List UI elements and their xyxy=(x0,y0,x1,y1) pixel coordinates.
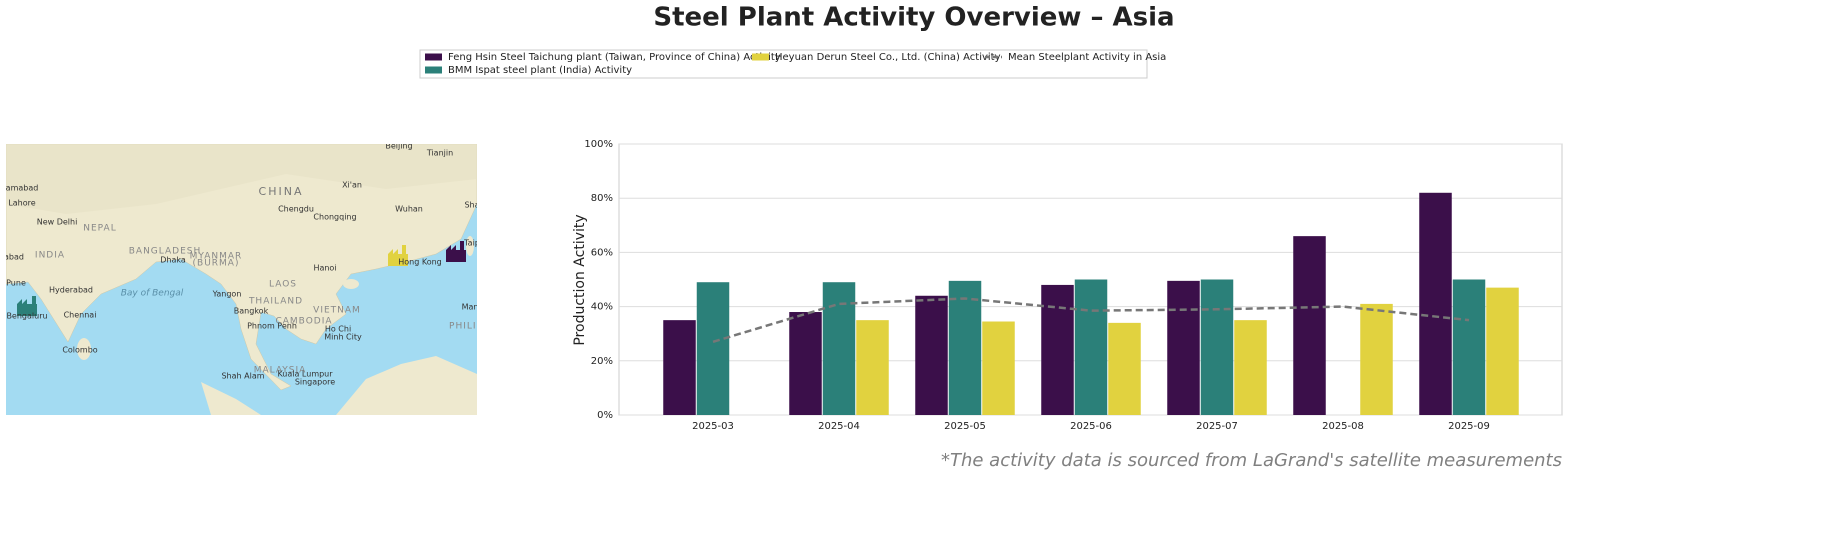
map-label: Bangkok xyxy=(234,307,269,316)
plant-icon xyxy=(446,241,466,262)
map-label: Minh City xyxy=(324,333,362,342)
y-tick-label: 80% xyxy=(591,193,613,204)
bar xyxy=(1360,303,1393,415)
map-label: Ho Chi xyxy=(325,325,351,334)
x-tick-label: 2025-03 xyxy=(692,421,734,432)
map-label: Xi'an xyxy=(342,181,362,190)
map-label: LAOS xyxy=(269,280,297,290)
legend-label: BMM Ispat steel plant (India) Activity xyxy=(448,65,632,76)
bar xyxy=(789,312,822,415)
map-label: Chengdu xyxy=(278,205,314,214)
map-label: Tianjin xyxy=(426,149,453,158)
x-tick-label: 2025-06 xyxy=(1070,421,1112,432)
plant-icon xyxy=(17,296,37,316)
map: Beijing Tianjin CHINA Xi'an ChengduChongqing… xyxy=(4,142,483,415)
bar xyxy=(1108,322,1141,415)
bar xyxy=(856,320,889,415)
map-label: Singapore xyxy=(295,378,335,387)
bar xyxy=(1486,287,1519,415)
x-tick-label: 2025-07 xyxy=(1196,421,1238,432)
map-label: Taip xyxy=(463,239,480,248)
map-label: Sha xyxy=(464,201,479,210)
y-tick-label: 20% xyxy=(591,356,613,367)
chart-title: Steel Plant Activity Overview – Asia xyxy=(653,3,1174,33)
legend-label: Feng Hsin Steel Taichung plant (Taiwan, … xyxy=(448,52,781,63)
x-tick-label: 2025-05 xyxy=(944,421,986,432)
bar xyxy=(1041,284,1074,415)
map-label: Colombo xyxy=(62,346,97,355)
footnote: *The activity data is sourced from LaGra… xyxy=(941,450,1562,471)
bar xyxy=(982,321,1015,415)
legend-label: Heyuan Derun Steel Co., Ltd. (China) Act… xyxy=(775,52,1001,63)
map-label: BANGLADESH xyxy=(129,247,202,257)
bar xyxy=(663,320,696,415)
x-tick-label: 2025-09 xyxy=(1448,421,1490,432)
bar xyxy=(1452,279,1486,415)
bar xyxy=(915,295,948,415)
legend-swatch xyxy=(752,53,769,61)
legend-box xyxy=(419,49,1148,79)
bar xyxy=(1234,320,1267,415)
map-label: abad xyxy=(4,253,24,262)
map-label: Hong Kong xyxy=(398,258,442,267)
map-label: Phnom Penh xyxy=(247,322,297,331)
map-label: INDIA xyxy=(35,251,65,261)
bar xyxy=(822,282,856,415)
map-label: Hanoi xyxy=(313,264,336,273)
bar xyxy=(1419,192,1452,415)
map-label: MYANMAR xyxy=(190,252,243,262)
x-tick-label: 2025-04 xyxy=(818,421,860,432)
y-tick-label: 0% xyxy=(597,410,613,421)
bar xyxy=(696,282,730,415)
map-label: CAMBODIA xyxy=(275,317,332,327)
map-label: CHINA xyxy=(259,185,304,198)
bar xyxy=(1293,236,1326,415)
bar xyxy=(948,280,982,415)
y-axis-label: Production Activity xyxy=(572,214,588,345)
legend-label: Mean Steelplant Activity in Asia xyxy=(1008,52,1166,63)
bar xyxy=(1074,279,1108,415)
map-label: Dhaka xyxy=(160,256,186,265)
legend-swatch xyxy=(425,53,442,61)
map-label: Wuhan xyxy=(395,205,423,214)
map-label: Kuala Lumpur xyxy=(277,370,333,379)
bar xyxy=(1200,279,1234,415)
map-label: (BURMA) xyxy=(193,259,240,269)
map-label: THAILAND xyxy=(248,297,303,307)
map-label: Beijing xyxy=(385,142,412,151)
plant-icon xyxy=(388,245,408,266)
map-label: Chennai xyxy=(64,311,97,320)
map-label: VIETNAM xyxy=(313,306,361,316)
map-label: Bay of Bengal xyxy=(121,289,184,299)
map-label: amabad xyxy=(6,184,39,193)
map-label: Lahore xyxy=(8,199,35,208)
map-label: MALAYSIA xyxy=(254,366,307,376)
map-label: New Delhi xyxy=(37,218,78,227)
y-tick-label: 40% xyxy=(591,302,613,313)
y-tick-label: 100% xyxy=(584,139,613,150)
x-tick-label: 2025-08 xyxy=(1322,421,1364,432)
map-label: PHILIP xyxy=(449,322,483,332)
land xyxy=(6,144,477,415)
bar xyxy=(1167,280,1200,415)
map-label: NEPAL xyxy=(83,224,116,234)
map-label: Chongqing xyxy=(313,213,356,222)
y-tick-label: 60% xyxy=(591,247,613,258)
map-label: Yangon xyxy=(212,290,242,299)
map-label: Man xyxy=(462,303,479,312)
legend-swatch xyxy=(425,66,442,74)
map-label: Shah Alam xyxy=(221,372,264,381)
map-label: Pune xyxy=(6,279,26,288)
map-label: Hyderabad xyxy=(49,286,93,295)
map-label: Bengaluru xyxy=(6,312,47,321)
